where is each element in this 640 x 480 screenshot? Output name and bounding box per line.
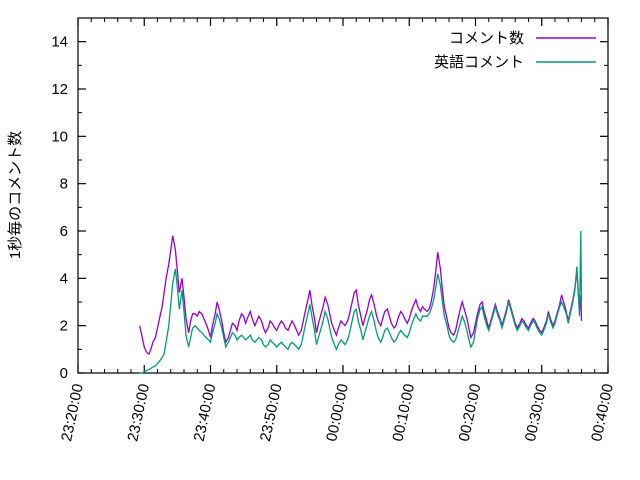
data-series-group [138,230,583,374]
axis-minor-ticks [78,18,608,373]
y-tick-label: 4 [60,270,68,287]
y-tick-label: 8 [60,176,68,193]
y-tick-label: 2 [60,318,68,335]
plot-frame [77,17,609,374]
series-line-2 [139,230,583,374]
y-axis-title: 1秒毎のコメント数 [7,131,24,259]
y-tick-label: 0 [60,365,68,382]
y-tick-label: 6 [60,223,68,240]
legend-label-1: コメント数 [449,30,524,47]
y-tick-label: 12 [51,81,68,98]
legend-label-2: 英語コメント [434,53,524,71]
y-axis-ticks: 0 2 4 6 8 10 12 14 [51,34,608,382]
y-tick-label: 10 [51,128,68,145]
y-tick-label: 14 [51,34,68,51]
